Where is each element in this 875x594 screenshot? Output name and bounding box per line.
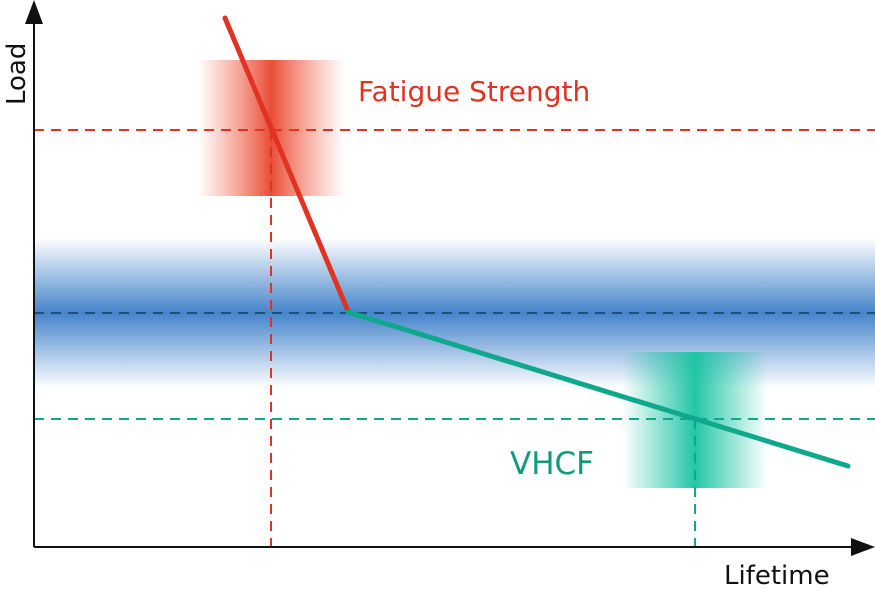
vhcf-label: VHCF [510,446,594,482]
x-axis-label: Lifetime [724,561,830,591]
fatigue-strength-label: Fatigue Strength [358,75,590,108]
y-axis-arrow-icon [25,0,43,24]
x-axis-arrow-icon [851,538,875,556]
fatigue-curve [222,15,351,314]
y-axis-label: Load [2,43,32,105]
vhcf-curve [345,309,851,469]
